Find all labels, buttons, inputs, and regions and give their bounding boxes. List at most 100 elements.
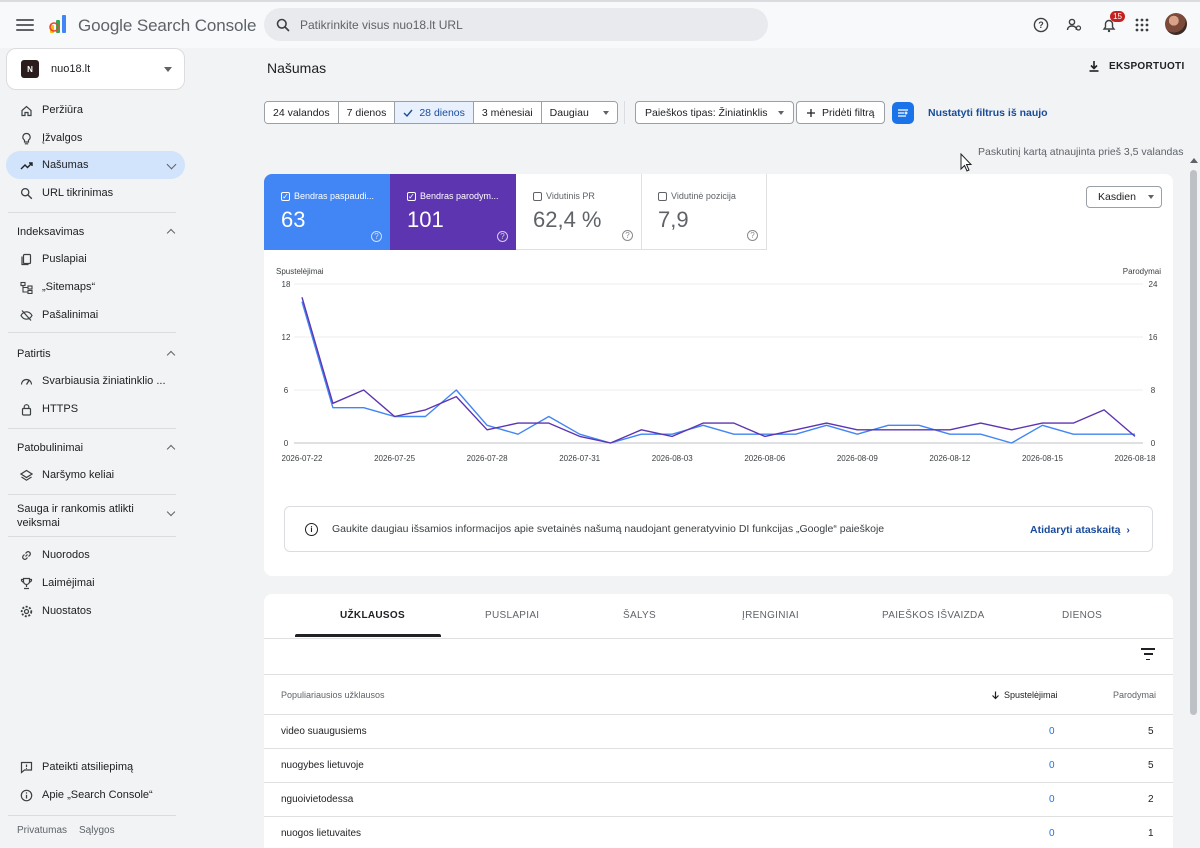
tab-countries[interactable]: ŠALYS — [623, 610, 656, 621]
sidebar-item-removals[interactable]: Pašalinimai — [6, 301, 185, 329]
x-tick-label: 2026-07-31 — [559, 454, 600, 463]
filter-list-icon[interactable] — [1141, 648, 1155, 660]
scrollbar-thumb[interactable] — [1190, 170, 1197, 715]
add-filter-button[interactable]: Pridėti filtrą — [796, 101, 885, 124]
divider — [8, 536, 176, 537]
url-inspection-search[interactable] — [264, 8, 768, 41]
chevron-down-icon — [1147, 195, 1154, 199]
avatar[interactable] — [1165, 13, 1187, 35]
mouse-cursor-icon — [960, 153, 973, 172]
sidebar-item-https[interactable]: HTTPS — [6, 395, 185, 423]
search-icon — [19, 186, 33, 200]
property-logo: N — [21, 60, 39, 78]
date-range-more[interactable]: Daugiau — [541, 102, 617, 123]
x-tick-label: 2026-07-28 — [467, 454, 508, 463]
checkbox-checked-icon[interactable]: ✓ — [281, 191, 290, 201]
metric-average-position[interactable]: Vidutinė pozicija 7,9 ? — [641, 174, 767, 250]
sidebar-item-pages[interactable]: Puslapiai — [6, 245, 185, 273]
data-point-clicks — [1010, 442, 1013, 445]
search-input[interactable] — [300, 17, 740, 32]
y-tick-label-left: 6 — [284, 386, 289, 395]
scroll-up-arrow[interactable] — [1190, 158, 1198, 163]
date-range-7d[interactable]: 7 dienos — [338, 102, 396, 123]
help-icon[interactable]: ? — [747, 230, 758, 241]
data-point-impressions — [455, 395, 458, 398]
search-type-filter[interactable]: Paieškos tipas: Žiniatinklis — [635, 101, 794, 124]
home-icon — [19, 103, 33, 117]
sidebar-item-label: Našumas — [42, 159, 89, 171]
sidebar-item-label: Apie „Search Console“ — [42, 789, 153, 801]
date-range-28d[interactable]: 28 dienos — [395, 102, 474, 123]
help-icon[interactable]: ? — [622, 230, 633, 241]
tab-devices[interactable]: ĮRENGINIAI — [742, 610, 799, 621]
query-cell: nguoivietodessa — [281, 794, 354, 805]
y-axis-title-right: Parodymai — [1123, 267, 1161, 276]
section-title-security[interactable]: Sauga ir rankomis atlikti veiksmai — [17, 503, 134, 529]
chevron-up-icon[interactable] — [166, 228, 176, 238]
section-title-experience[interactable]: Patirtis — [17, 348, 51, 360]
metric-total-impressions[interactable]: ✓ Bendras parodym... 101 ? — [390, 174, 516, 250]
metric-value: 63 — [281, 207, 306, 232]
chevron-up-icon[interactable] — [166, 350, 176, 360]
date-range-label: 24 valandos — [273, 106, 330, 119]
trending-icon — [19, 158, 33, 172]
column-header-impressions[interactable]: Parodymai — [1113, 690, 1157, 700]
sidebar-item-performance[interactable]: Našumas — [6, 151, 185, 179]
sidebar-item-links[interactable]: Nuorodos — [6, 541, 185, 569]
section-title-indexing[interactable]: Indeksavimas — [17, 226, 85, 238]
help-icon[interactable]: ? — [371, 231, 382, 242]
chevron-down-icon[interactable] — [166, 507, 176, 517]
data-point-impressions — [301, 296, 304, 299]
property-selector[interactable]: N nuo18.lt — [6, 48, 185, 90]
manage-users-icon[interactable] — [1064, 15, 1084, 35]
info-icon: i — [305, 522, 318, 536]
tab-dates[interactable]: DIENOS — [1062, 610, 1103, 621]
sidebar-item-overview[interactable]: Peržiūra — [6, 96, 185, 124]
sidebar-item-about[interactable]: Apie „Search Console“ — [6, 781, 185, 809]
column-header-clicks[interactable]: Spustelėjimai — [991, 690, 1058, 700]
checkbox-unchecked-icon[interactable] — [533, 191, 542, 201]
open-report-link[interactable]: Atidaryti ataskaitą › — [1030, 524, 1130, 536]
help-icon[interactable]: ? — [497, 231, 508, 242]
tab-queries[interactable]: UŽKLAUSOS — [340, 610, 405, 621]
notifications-icon[interactable]: 15 — [1099, 11, 1125, 35]
checkbox-checked-icon[interactable]: ✓ — [407, 191, 416, 201]
sidebar-item-settings[interactable]: Nuostatos — [6, 597, 185, 625]
reset-filters-link[interactable]: Nustatyti filtrus iš naujo — [928, 107, 1048, 119]
filter-settings-button[interactable] — [892, 102, 914, 124]
sidebar-item-core-web-vitals[interactable]: Svarbiausia žiniatinklio ... — [6, 367, 185, 395]
help-icon[interactable]: ? — [1031, 15, 1051, 35]
terms-link[interactable]: Sąlygos — [79, 825, 115, 836]
chevron-up-icon[interactable] — [166, 444, 176, 454]
query-cell: nuogos lietuvaites — [281, 828, 362, 839]
data-point-clicks — [547, 415, 550, 418]
granularity-dropdown[interactable]: Kasdien — [1086, 186, 1162, 208]
date-range-3m[interactable]: 3 mėnesiai — [473, 102, 542, 123]
sidebar-item-breadcrumbs[interactable]: Naršymo keliai — [6, 461, 185, 489]
info-banner: i Gaukite daugiau išsamios informacijos … — [284, 506, 1153, 552]
sidebar-item-achievements[interactable]: Laimėjimai — [6, 569, 185, 597]
section-title-enhancements[interactable]: Patobulinimai — [17, 442, 84, 454]
performance-chart[interactable]: Spustelėjimai Parodymai 0 6 12 18 0 8 16 24 2026-0… — [264, 262, 1173, 472]
date-range-24h[interactable]: 24 valandos — [265, 102, 339, 123]
apps-icon[interactable] — [1132, 15, 1152, 35]
data-point-impressions — [918, 428, 921, 431]
last-updated-text: Paskutinį kartą atnaujinta prieš 3,5 val… — [978, 146, 1184, 158]
sidebar-item-sitemaps[interactable]: „Sitemaps“ — [6, 273, 185, 301]
sidebar-item-feedback[interactable]: Pateikti atsiliepimą — [6, 753, 185, 781]
sidebar-item-insights[interactable]: Įžvalgos — [6, 124, 185, 152]
checkbox-unchecked-icon[interactable] — [658, 191, 667, 201]
privacy-link[interactable]: Privatumas — [17, 825, 68, 836]
notification-badge: 15 — [1110, 11, 1125, 22]
tab-search-appearance[interactable]: PAIEŠKOS IŠVAIZDA — [882, 610, 985, 621]
tab-pages[interactable]: PUSLAPIAI — [485, 610, 540, 621]
sidebar-item-label: Svarbiausia žiniatinklio ... — [42, 375, 166, 387]
menu-icon[interactable] — [16, 16, 34, 34]
sidebar-item-label: „Sitemaps“ — [42, 281, 96, 293]
sidebar-item-url-inspection[interactable]: URL tikrinimas — [6, 179, 185, 207]
export-label: EKSPORTUOTI — [1109, 60, 1185, 72]
y-tick-label-right: 0 — [1151, 439, 1156, 448]
metric-average-ctr[interactable]: Vidutinis PR 62,4 % ? — [516, 174, 642, 250]
export-button[interactable]: EKSPORTUOTI — [1088, 60, 1185, 72]
metric-total-clicks[interactable]: ✓ Bendras paspaudi... 63 ? — [264, 174, 390, 250]
